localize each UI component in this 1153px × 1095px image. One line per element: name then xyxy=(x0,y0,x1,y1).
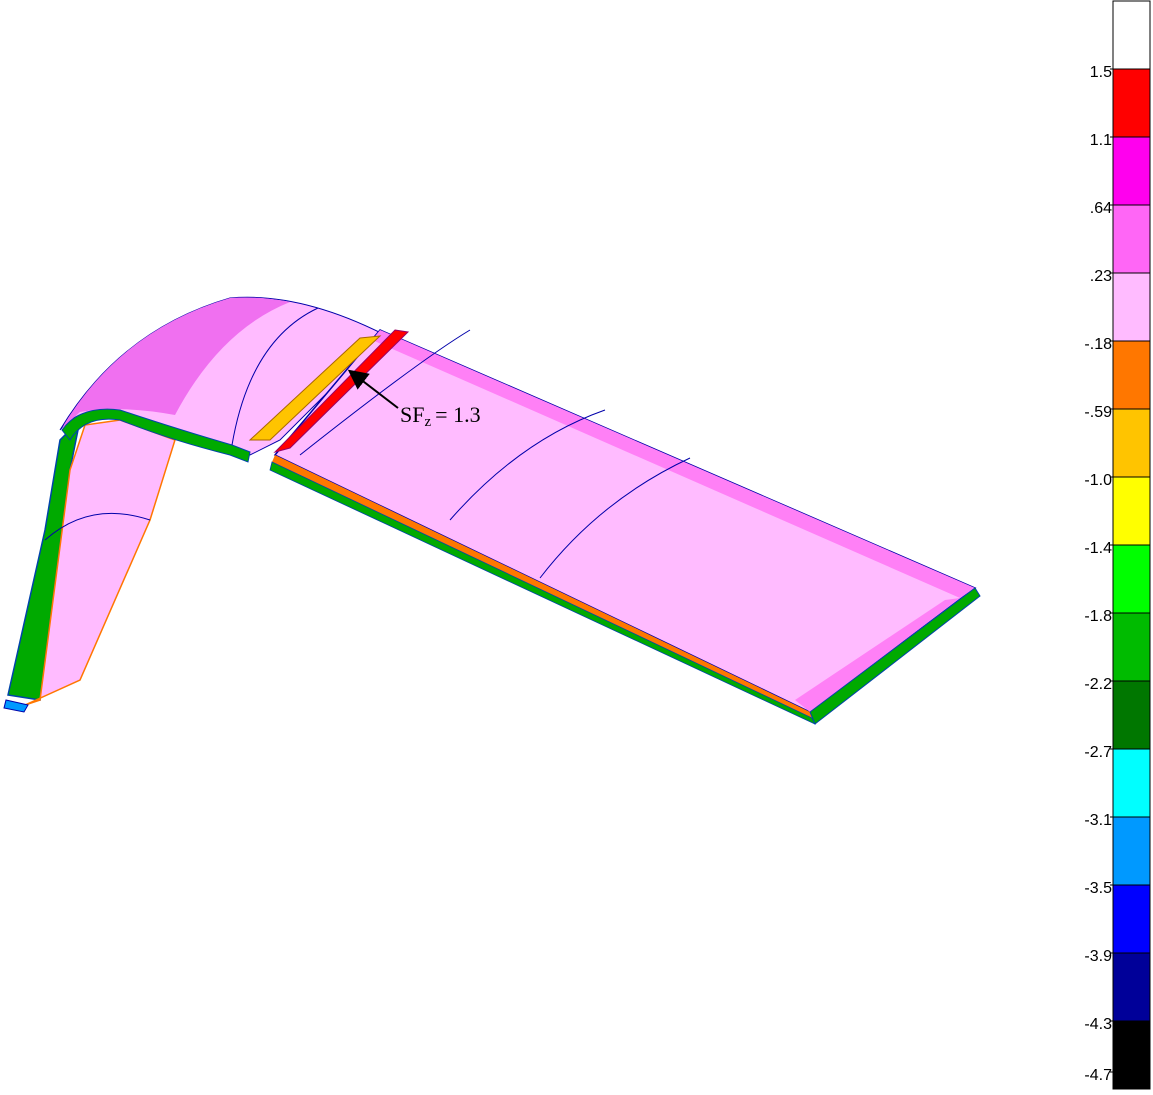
annotation-rest: = 1.3 xyxy=(435,402,480,427)
colorbar-label: -4.7 xyxy=(1084,1067,1112,1084)
colorbar-band xyxy=(1113,749,1150,817)
colorbar-label: -3.5 xyxy=(1084,880,1112,897)
annotation: SFz= 1.3 xyxy=(400,402,481,430)
colorbar: 1.5 1.1 .64 .23 -.18 -.59 -1.0 -1.4 -1.8 -2.2 -2.7… xyxy=(1084,1,1150,1089)
colorbar-label: 1.5 xyxy=(1090,64,1112,81)
colorbar-band xyxy=(1113,885,1150,953)
colorbar-band xyxy=(1113,953,1150,1021)
colorbar-label: 1.1 xyxy=(1090,132,1112,149)
colorbar-band xyxy=(1113,545,1150,613)
colorbar-band xyxy=(1113,681,1150,749)
colorbar-band xyxy=(1113,137,1150,205)
colorbar-band xyxy=(1113,1021,1150,1089)
colorbar-label: -.59 xyxy=(1084,404,1112,421)
colorbar-label: -2.7 xyxy=(1084,744,1112,761)
page: SFz= 1.3 1.5 1.1 .64 .23 -.18 -.59 -1.0 -1.4 -1.… xyxy=(0,0,1153,1095)
colorbar-band xyxy=(1113,477,1150,545)
colorbar-band xyxy=(1113,613,1150,681)
colorbar-band xyxy=(1113,1,1150,69)
colorbar-label: -4.3 xyxy=(1084,1016,1112,1033)
colorbar-band xyxy=(1113,273,1150,341)
wing-model xyxy=(4,297,980,724)
colorbar-band xyxy=(1113,341,1150,409)
colorbar-label: .23 xyxy=(1090,268,1112,285)
colorbar-label: -.18 xyxy=(1084,336,1112,353)
colorbar-label: -1.8 xyxy=(1084,608,1112,625)
colorbar-label: -3.1 xyxy=(1084,812,1112,829)
colorbar-label: -3.9 xyxy=(1084,948,1112,965)
colorbar-label: -1.4 xyxy=(1084,540,1112,557)
colorbar-band xyxy=(1113,205,1150,273)
annotation-main: SF xyxy=(400,402,424,427)
colorbar-label: -2.2 xyxy=(1084,676,1112,693)
colorbar-label: .64 xyxy=(1090,200,1112,217)
colorbar-band xyxy=(1113,817,1150,885)
colorbar-band xyxy=(1113,69,1150,137)
annotation-subscript: z xyxy=(424,414,431,430)
colorbar-label: -1.0 xyxy=(1084,472,1112,489)
colorbar-band xyxy=(1113,409,1150,477)
